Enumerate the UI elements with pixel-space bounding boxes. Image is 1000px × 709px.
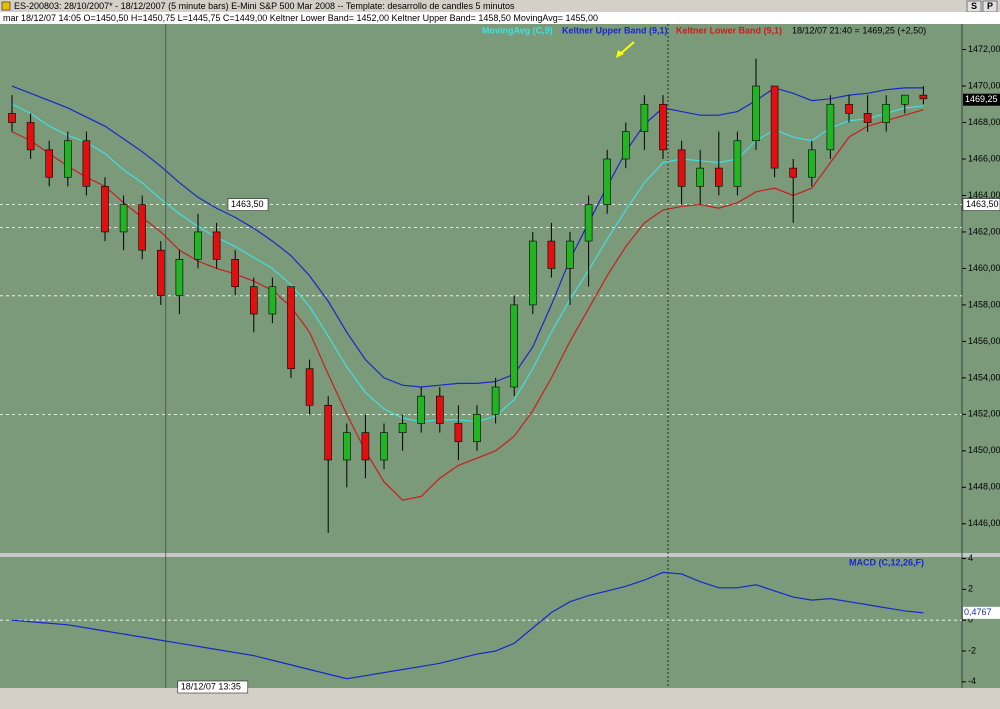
y-tick-label: 1446,00	[968, 518, 1000, 528]
candle-body	[45, 149, 54, 178]
candle-body	[435, 395, 444, 424]
legend-entry: Keltner Upper Band (9,1)	[562, 25, 668, 35]
window-title: ES-200803: 28/10/2007* - 18/12/2007 (5 m…	[14, 1, 515, 11]
candle-body	[752, 85, 760, 142]
y-tick-label: 1470,00	[968, 80, 1000, 90]
value-label-box	[963, 606, 1000, 619]
candle-body	[733, 140, 742, 187]
candle-body	[26, 122, 35, 151]
panel-separator	[0, 553, 1000, 557]
candle-body	[714, 167, 723, 187]
candle-body	[547, 240, 556, 269]
candle-body	[566, 240, 574, 269]
candle-body	[807, 149, 816, 178]
crosshair-label: 18/12/07 13:35	[181, 681, 241, 691]
candle-body	[250, 286, 258, 315]
y-tick-label: 1472,00	[968, 44, 1000, 54]
y-tick-label: 2	[968, 584, 973, 594]
candle-body	[324, 404, 333, 461]
annotation-arrow-head	[616, 50, 624, 58]
info-text: mar 18/12/07 14:05 O=1450,50 H=1450,75 L…	[3, 13, 598, 23]
level-label: 1463,50	[231, 199, 264, 209]
candle-body	[119, 204, 128, 233]
y-tick-label: -2	[968, 645, 976, 655]
legend-entry: Keltner Lower Band (9,1)	[676, 25, 782, 35]
level-label-box	[227, 198, 269, 211]
candle-body	[64, 140, 72, 178]
candle-body	[900, 94, 909, 105]
candle-body	[696, 167, 705, 187]
legend-entry: MACD (C,12,26,F)	[849, 557, 924, 567]
y-tick-label: 1464,00	[968, 190, 1000, 200]
y-tick-label: 1448,00	[968, 482, 1000, 492]
candle-body	[789, 167, 798, 178]
y-tick-label: 1460,00	[968, 263, 1000, 273]
candle-body	[659, 103, 667, 151]
candle-body	[863, 113, 872, 123]
readout: 18/12/07 21:40 = 1469,25 (+2,50)	[792, 25, 926, 35]
level-label-box	[962, 198, 1000, 211]
candle-body	[101, 186, 109, 233]
info-bar	[0, 12, 1000, 24]
candle-body	[380, 432, 388, 461]
candle-body	[231, 259, 239, 287]
candle-body	[473, 414, 481, 443]
button-label[interactable]: P	[987, 1, 993, 11]
candle-body	[845, 103, 853, 114]
macd-line	[11, 571, 924, 680]
y-tick-label: 1456,00	[968, 336, 1000, 346]
title-bar	[0, 0, 1000, 12]
candle-body	[882, 103, 891, 123]
y-tick-label: 1466,00	[968, 153, 1000, 163]
candle-body	[603, 158, 612, 205]
indicator-line	[11, 109, 924, 501]
last-price-box	[963, 93, 1000, 106]
candle-body	[157, 249, 165, 297]
last-price-label: 1469,25	[965, 94, 998, 104]
level-label: 1463,50	[966, 199, 999, 209]
y-tick-label: 1458,00	[968, 299, 1000, 309]
y-tick-label: 4	[968, 553, 973, 563]
y-tick-label: 0	[968, 615, 973, 625]
y-tick-label: 1462,00	[968, 226, 1000, 236]
candle-body	[826, 103, 835, 151]
candle-body	[212, 231, 221, 260]
y-tick-label: -4	[968, 676, 976, 686]
y-tick-label: 1452,00	[968, 409, 1000, 419]
legend-entry: MovingAvg (C,9)	[482, 25, 553, 35]
candle-body	[640, 103, 649, 132]
scrollbar[interactable]	[0, 688, 1000, 709]
candle-body	[287, 286, 295, 370]
icon	[1, 1, 11, 11]
candle-body	[528, 240, 537, 306]
candle-body	[770, 85, 779, 169]
candle-body	[82, 140, 91, 187]
y-tick-label: 1454,00	[968, 372, 1000, 382]
candle-body	[138, 204, 146, 251]
candle-body	[621, 131, 630, 160]
candle-body	[194, 231, 202, 260]
candle-body	[510, 304, 519, 388]
candle-body	[305, 368, 314, 406]
candle-body	[584, 204, 593, 242]
y-tick-label: 1450,00	[968, 445, 1000, 455]
candle-body	[398, 423, 407, 433]
candle-body	[8, 113, 16, 123]
candle-body	[175, 259, 184, 297]
candle-body	[454, 423, 463, 443]
candle-body	[919, 94, 928, 100]
candle-body	[417, 395, 426, 424]
candle-body	[491, 386, 500, 415]
candle-body	[342, 432, 351, 461]
candle-body	[677, 149, 686, 187]
button-label[interactable]: S	[971, 1, 977, 11]
candle-body	[268, 286, 277, 315]
y-tick-label: 1468,00	[968, 117, 1000, 127]
candle-body	[361, 432, 370, 461]
crosshair-label-box	[177, 680, 249, 694]
value-label: 0,4767	[964, 607, 992, 617]
